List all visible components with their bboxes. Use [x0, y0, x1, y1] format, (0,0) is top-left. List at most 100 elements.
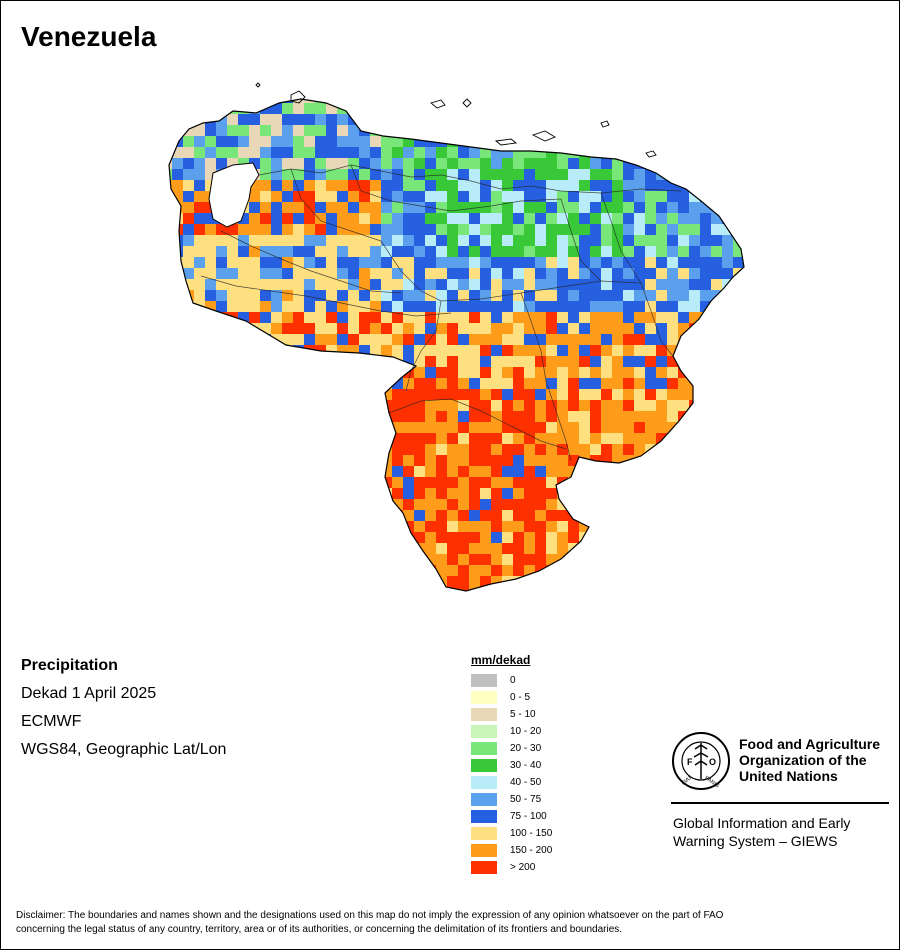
precipitation-cell: [326, 499, 338, 511]
precipitation-cell: [381, 279, 393, 291]
precipitation-cell: [425, 411, 437, 423]
fao-logo-icon: F O A FIAT PANIS: [672, 732, 730, 790]
precipitation-cell: [689, 488, 701, 500]
precipitation-cell: [524, 99, 536, 104]
precipitation-cell: [238, 400, 250, 412]
precipitation-cell: [601, 554, 613, 566]
precipitation-cell: [370, 554, 382, 566]
precipitation-cell: [183, 389, 195, 401]
precipitation-cell: [194, 411, 206, 423]
precipitation-cell: [568, 576, 580, 588]
precipitation-cell: [425, 114, 437, 126]
precipitation-cell: [249, 455, 261, 467]
precipitation-cell: [568, 81, 580, 93]
precipitation-cell: [546, 466, 558, 478]
precipitation-cell: [337, 246, 349, 258]
precipitation-cell: [271, 444, 283, 456]
precipitation-cell: [249, 477, 261, 489]
precipitation-cell: [337, 576, 349, 588]
precipitation-cell: [447, 312, 459, 324]
precipitation-cell: [601, 576, 613, 588]
precipitation-cell: [282, 235, 294, 247]
precipitation-cell: [469, 213, 481, 225]
precipitation-cell: [513, 378, 525, 390]
precipitation-cell: [491, 103, 503, 115]
precipitation-cell: [535, 444, 547, 456]
precipitation-cell: [601, 400, 613, 412]
precipitation-cell: [359, 257, 371, 269]
precipitation-cell: [491, 598, 503, 601]
precipitation-cell: [590, 191, 602, 203]
precipitation-cell: [392, 114, 404, 126]
precipitation-cell: [392, 268, 404, 280]
precipitation-cell: [447, 191, 459, 203]
precipitation-cell: [172, 103, 184, 115]
precipitation-cell: [337, 422, 349, 434]
precipitation-cell: [392, 554, 404, 566]
precipitation-cell: [700, 565, 712, 577]
precipitation-cell: [436, 191, 448, 203]
precipitation-cell: [282, 554, 294, 566]
precipitation-cell: [392, 466, 404, 478]
precipitation-cell: [381, 202, 393, 214]
precipitation-cell: [425, 576, 437, 588]
precipitation-cell: [205, 235, 217, 247]
precipitation-cell: [172, 345, 184, 357]
precipitation-cell: [546, 554, 558, 566]
precipitation-cell: [238, 268, 250, 280]
precipitation-cell: [711, 334, 723, 346]
precipitation-cell: [315, 543, 327, 555]
precipitation-cell: [568, 99, 580, 104]
precipitation-cell: [590, 279, 602, 291]
precipitation-cell: [568, 334, 580, 346]
precipitation-cell: [557, 433, 569, 445]
precipitation-cell: [513, 257, 525, 269]
precipitation-cell: [183, 367, 195, 379]
precipitation-cell: [436, 367, 448, 379]
precipitation-cell: [744, 103, 756, 115]
precipitation-cell: [447, 279, 459, 291]
precipitation-cell: [491, 532, 503, 544]
precipitation-cell: [711, 301, 723, 313]
precipitation-cell: [711, 81, 723, 93]
precipitation-cell: [194, 455, 206, 467]
precipitation-cell: [370, 158, 382, 170]
precipitation-cell: [447, 565, 459, 577]
precipitation-cell: [733, 323, 744, 335]
precipitation-cell: [293, 301, 305, 313]
precipitation-cell: [183, 136, 195, 148]
precipitation-cell: [524, 565, 536, 577]
precipitation-cell: [183, 433, 195, 445]
precipitation-cell: [469, 180, 481, 192]
precipitation-cell: [370, 367, 382, 379]
precipitation-cell: [392, 99, 404, 104]
precipitation-cell: [447, 103, 459, 115]
precipitation-cell: [689, 510, 701, 522]
precipitation-cell: [568, 312, 580, 324]
precipitation-cell: [238, 312, 250, 324]
precipitation-cell: [524, 235, 536, 247]
precipitation-cell: [722, 554, 734, 566]
precipitation-cell: [337, 180, 349, 192]
precipitation-cell: [227, 389, 239, 401]
precipitation-cell: [535, 356, 547, 368]
precipitation-cell: [458, 422, 470, 434]
precipitation-cell: [169, 257, 173, 269]
precipitation-cell: [315, 433, 327, 445]
precipitation-cell: [524, 213, 536, 225]
precipitation-cell: [403, 81, 415, 93]
precipitation-cell: [227, 477, 239, 489]
precipitation-cell: [447, 466, 459, 478]
precipitation-cell: [491, 466, 503, 478]
precipitation-cell: [238, 587, 250, 591]
precipitation-cell: [337, 169, 349, 181]
legend-swatch: [471, 827, 497, 840]
precipitation-cell: [172, 180, 184, 192]
precipitation-cell: [370, 587, 382, 591]
precipitation-cell: [172, 356, 184, 368]
precipitation-cell: [293, 103, 305, 115]
precipitation-cell: [172, 565, 184, 577]
precipitation-cell: [590, 180, 602, 192]
precipitation-cell: [194, 279, 206, 291]
precipitation-cell: [502, 477, 514, 489]
